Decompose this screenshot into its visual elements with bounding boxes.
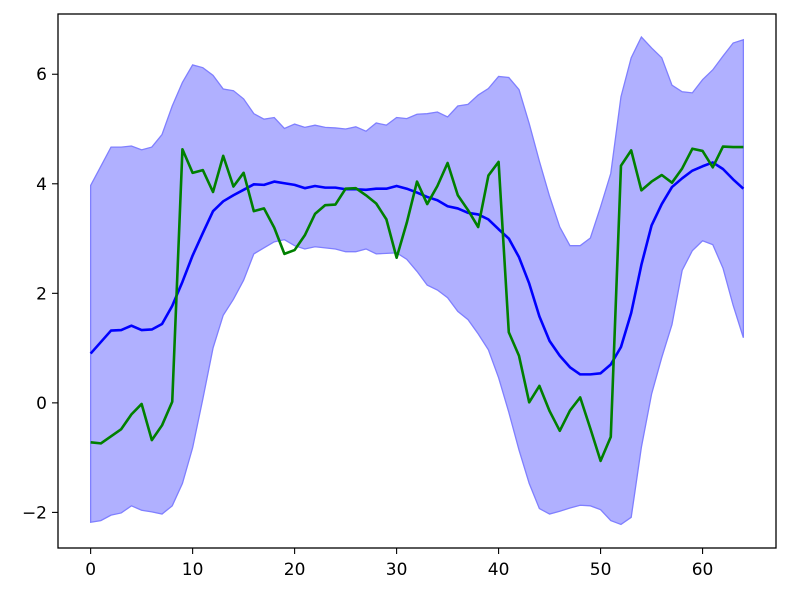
y-tick-label: 6 — [36, 65, 47, 85]
x-tick-label: 50 — [590, 560, 612, 580]
mean-line — [89, 161, 745, 376]
y-tick-label: 4 — [36, 175, 47, 195]
x-tick-label: 40 — [488, 560, 510, 580]
x-tick-label: 30 — [386, 560, 408, 580]
y-axis: −2 0 2 4 6 — [22, 65, 58, 523]
y-tick-label: 2 — [36, 284, 47, 304]
plot-area — [89, 35, 745, 526]
x-tick-label: 0 — [85, 560, 96, 580]
y-tick-label: −2 — [22, 503, 47, 523]
x-tick-label: 60 — [692, 560, 714, 580]
axes-frame — [57, 13, 777, 549]
confidence-band — [89, 35, 745, 526]
y-tick-label: 0 — [36, 394, 47, 414]
x-axis: 0 10 20 30 40 50 60 — [85, 548, 713, 580]
observed-line — [90, 145, 744, 463]
x-tick-label: 10 — [182, 560, 204, 580]
x-tick-label: 20 — [284, 560, 306, 580]
